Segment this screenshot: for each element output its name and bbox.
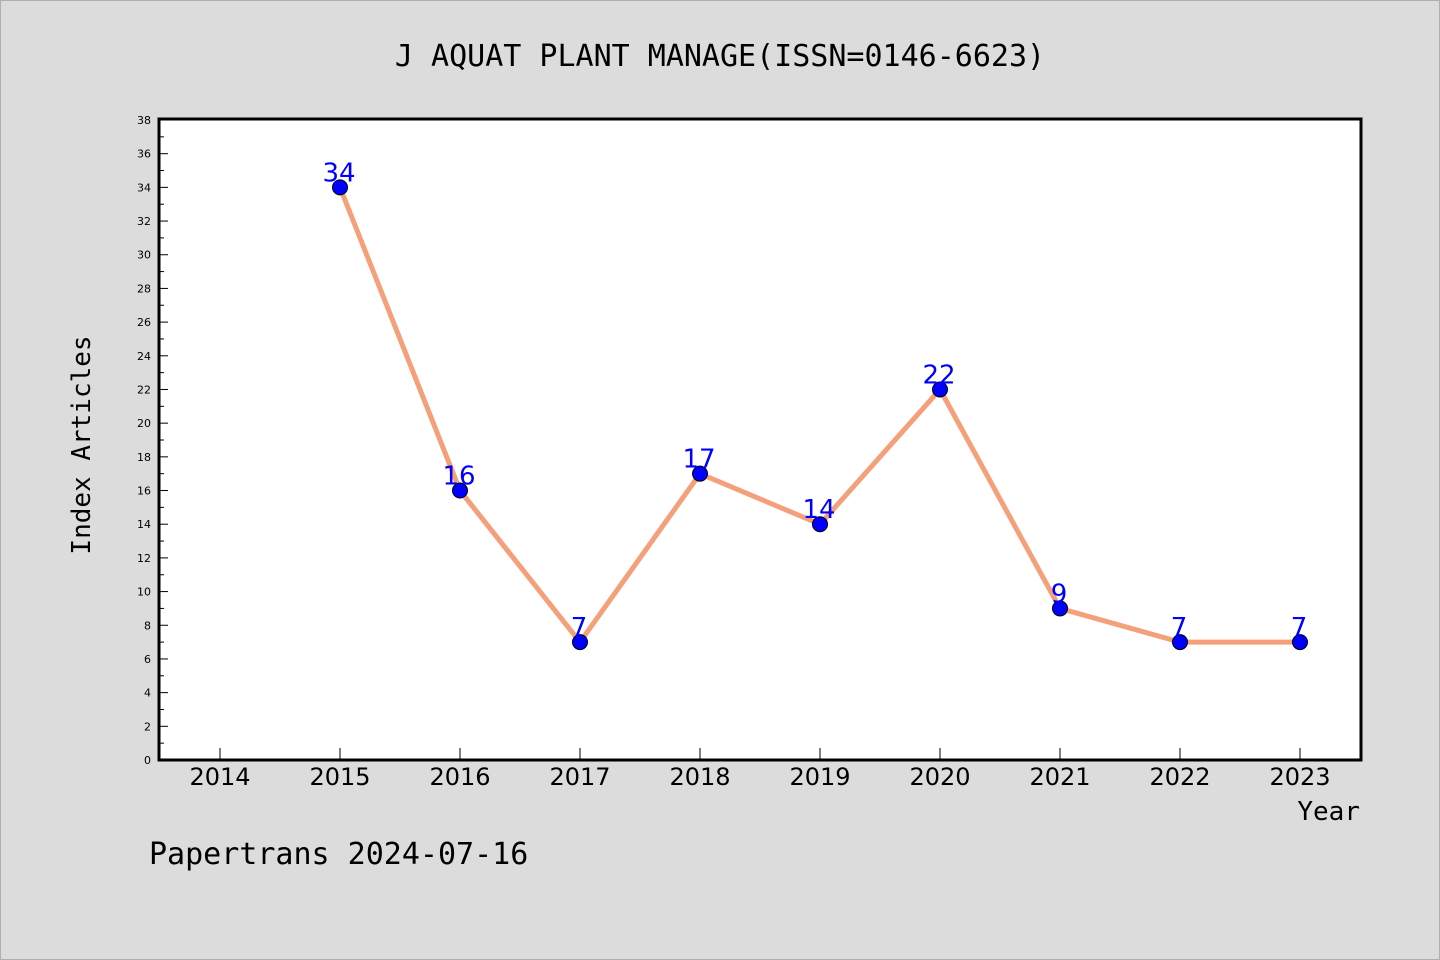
y-tick-label: 30 [137, 249, 151, 262]
data-label: 17 [682, 445, 715, 475]
data-label: 16 [442, 462, 475, 492]
y-tick-label: 24 [137, 350, 151, 363]
data-point-marker [1052, 600, 1068, 617]
x-tick-label: 2021 [1029, 763, 1090, 791]
y-tick-label: 20 [137, 417, 151, 430]
data-point-marker [692, 465, 708, 482]
y-tick-label: 12 [137, 552, 151, 565]
x-tick-label: 2016 [429, 763, 490, 791]
y-tick-label: 36 [137, 148, 151, 161]
x-tick-label: 2019 [789, 763, 850, 791]
x-tick-label: 2018 [669, 763, 730, 791]
y-tick-label: 16 [137, 485, 151, 498]
x-tick-label: 2017 [549, 763, 610, 791]
y-tick-label: 38 [137, 114, 151, 127]
x-axis-label: Year [1297, 797, 1360, 827]
y-tick-label: 10 [137, 586, 151, 599]
y-tick-label: 22 [137, 383, 151, 396]
data-label: 34 [322, 158, 355, 188]
data-point-marker [452, 482, 468, 499]
data-label: 22 [922, 360, 955, 390]
y-tick-label: 34 [137, 181, 151, 194]
data-point-marker [812, 516, 828, 533]
data-point-marker [572, 634, 588, 651]
data-point-marker [332, 179, 348, 196]
x-tick-label: 2022 [1149, 763, 1210, 791]
y-tick-label: 6 [144, 653, 151, 666]
x-axis: 2014 2015 2016 2017 2018 2019 2020 2021 2022 2023 [189, 748, 1331, 791]
x-tick-label: 2023 [1269, 763, 1330, 791]
data-label: 7 [1291, 613, 1308, 643]
y-tick-label: 28 [137, 282, 151, 295]
footer-note: Papertrans 2024-07-16 [149, 837, 528, 872]
y-tick-label: 0 [144, 754, 151, 767]
data-label: 14 [802, 495, 835, 525]
data-point-marker [1172, 634, 1188, 651]
y-tick-label: 32 [137, 215, 151, 228]
y-tick-label: 8 [144, 619, 151, 632]
y-tick-label: 14 [137, 518, 151, 531]
x-tick-label: 2015 [309, 763, 370, 791]
series-index-articles: 34 16 7 17 14 22 9 7 7 [322, 158, 1308, 651]
y-tick-label: 4 [144, 687, 151, 700]
y-tick-label: 18 [137, 451, 151, 464]
plot-area [157, 117, 1363, 762]
data-label: 7 [1171, 613, 1188, 643]
data-label: 9 [1051, 579, 1068, 609]
chart-title: J AQUAT PLANT MANAGE(ISSN=0146-6623) [395, 39, 1045, 74]
x-tick-label: 2020 [909, 763, 970, 791]
data-label: 7 [571, 613, 588, 643]
y-tick-label: 2 [144, 720, 151, 733]
data-point-marker [1292, 634, 1308, 651]
data-point-marker [932, 381, 948, 398]
y-tick-label: 26 [137, 316, 151, 329]
x-tick-label: 2014 [189, 763, 250, 791]
y-axis-label: Index Articles [67, 335, 97, 554]
